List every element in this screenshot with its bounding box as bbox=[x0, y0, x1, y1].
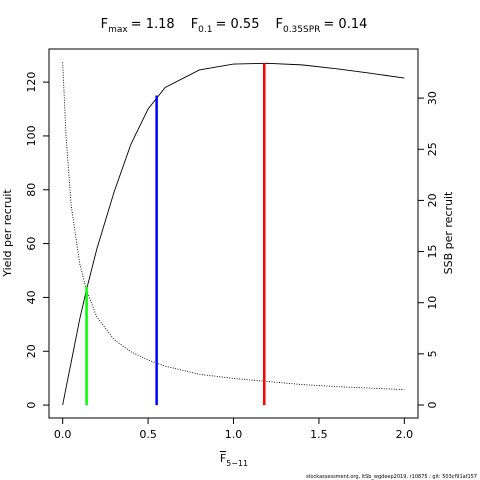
y-tick-label: 80 bbox=[25, 183, 38, 197]
y2-axis-label: SSB per recruit bbox=[442, 191, 455, 274]
x-tick-label: 1.0 bbox=[225, 428, 243, 441]
y2-tick-label: 20 bbox=[426, 193, 439, 207]
x-label-symbol: F bbox=[220, 452, 226, 465]
ssb-curve bbox=[62, 62, 405, 391]
y-tick-label: 20 bbox=[25, 344, 38, 358]
x-tick-label: 0.5 bbox=[139, 428, 157, 441]
y2-tick-label: 30 bbox=[426, 91, 439, 105]
y2-tick-label: 15 bbox=[426, 245, 439, 259]
y2-tick-label: 25 bbox=[426, 142, 439, 156]
chart-title: Fmax = 1.18 F0.1 = 0.55 F0.35SPR = 0.14 bbox=[101, 17, 368, 35]
title-text: = 1.18 bbox=[131, 17, 175, 32]
title-subscript: max bbox=[108, 25, 128, 35]
x-tick-label: 0.0 bbox=[54, 428, 72, 441]
y2-tick-label: 5 bbox=[426, 350, 439, 357]
y2-tick-label: 0 bbox=[426, 402, 439, 409]
footer: stockassessment.org, ltSb_wgdeep2019, r1… bbox=[306, 474, 477, 480]
y-tick-label: 40 bbox=[25, 290, 38, 304]
x-tick-label: 2.0 bbox=[396, 428, 414, 441]
title-symbol: F bbox=[191, 17, 198, 32]
y-tick-label: 0 bbox=[25, 402, 38, 409]
title-symbol: F bbox=[275, 17, 282, 32]
title-subscript: 0.1 bbox=[198, 25, 212, 35]
y-tick-label: 120 bbox=[25, 72, 38, 93]
x-label-subscript: 5−11 bbox=[226, 459, 248, 468]
y-axis-label: Yield per recruit bbox=[1, 189, 14, 278]
y-tick-label: 60 bbox=[25, 237, 38, 251]
title-text: = 0.14 bbox=[323, 17, 367, 32]
x-tick-label: 1.5 bbox=[310, 428, 328, 441]
x-axis-label: F5−11 bbox=[220, 452, 248, 468]
y-tick-label: 100 bbox=[25, 125, 38, 146]
yield-curve bbox=[62, 62, 405, 406]
y2-tick-label: 10 bbox=[426, 296, 439, 310]
title-text: = 0.55 bbox=[216, 17, 260, 32]
title-subscript: 0.35SPR bbox=[283, 25, 320, 35]
title-symbol: F bbox=[101, 17, 108, 32]
